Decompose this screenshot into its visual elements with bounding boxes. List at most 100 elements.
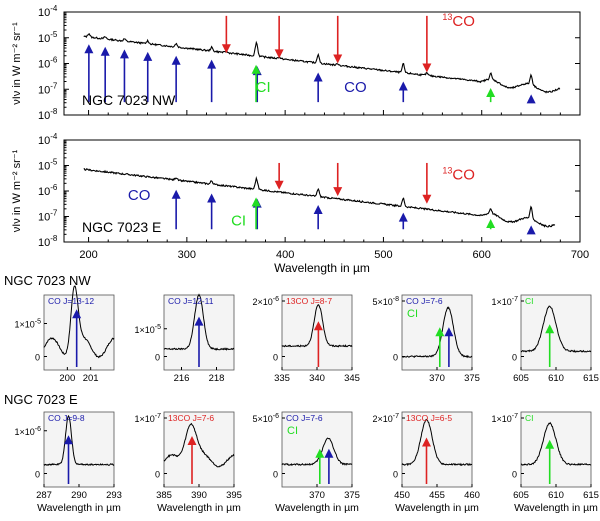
line-marker-co-0-head [171, 189, 181, 199]
zoom-marker-0-head [315, 448, 325, 458]
line-marker-co-9 [526, 94, 536, 104]
zoom-line-label: 13CO J=8-7 [286, 296, 332, 306]
line-marker-ci-10-head [251, 64, 261, 74]
zoom-marker-0 [194, 316, 204, 367]
zoom-y-tick-exponent: -7 [512, 296, 518, 303]
zoom-marker-0-head [194, 316, 204, 326]
zoom-frame [163, 411, 235, 488]
line-marker-co-1-head [100, 46, 110, 56]
line-marker-13co-14 [333, 15, 343, 64]
zoom-x-tick-label: 201 [83, 373, 99, 384]
zoom-y-tick-label: 5×10-8 [372, 296, 399, 307]
line-marker-co-2-head [119, 49, 129, 59]
y-tick-exponent: -6 [50, 56, 58, 65]
line-marker-co-8 [398, 81, 408, 103]
zoom-y-tick-exponent: -5 [155, 324, 161, 331]
line-marker-ci-7 [486, 219, 496, 230]
annotation-13co-main: CO [452, 167, 475, 184]
line-marker-13co-9 [333, 162, 343, 197]
line-marker-co-0 [84, 44, 94, 103]
zoom-x-axis-label: Wavelength in µm [157, 502, 241, 514]
zoom-y-tick-exponent: -8 [393, 296, 399, 303]
row-title: NGC 7023 NW [4, 273, 91, 288]
x-tick-label: 700 [571, 249, 589, 261]
zoom-x-tick-label: 293 [106, 490, 122, 501]
x-tick-label: 500 [374, 249, 392, 261]
y-tick-label: 10-7 [38, 209, 58, 224]
zoom-spectrum [281, 304, 353, 348]
zoom-y-tick-exponent: -6 [273, 296, 279, 303]
zoom-frame [43, 411, 115, 488]
zoom-y-tick-label: 1×10-7 [134, 413, 161, 424]
zoom-marker-0-head [545, 324, 555, 334]
zoom-marker-0 [545, 324, 555, 367]
y-axis-label: νIν in W m⁻² sr⁻¹ [11, 22, 23, 105]
line-marker-ci-7-head [486, 219, 496, 229]
line-marker-co-5 [207, 59, 217, 103]
y-tick-label: 10-8 [38, 234, 58, 249]
zoom-marker-0 [422, 437, 431, 484]
line-marker-ci-10 [251, 64, 261, 103]
zoom-extra-label: CI [287, 425, 298, 437]
zoom-x-tick-label: 290 [71, 490, 87, 501]
zoom-y-zero-label: 0 [512, 353, 517, 363]
zoom-line-label: 13CO J=7-6 [168, 413, 214, 423]
line-marker-co-3 [143, 51, 153, 103]
line-marker-13co-10-head [422, 194, 432, 204]
annotation-co: CO [128, 187, 151, 204]
zoom-marker-0 [545, 439, 555, 484]
x-axis-label: Wavelength in µm [274, 261, 370, 275]
line-marker-co-9-head [526, 94, 536, 104]
zoom-panel-0: CO J=13-12 1×10-5 0 200 201 [14, 285, 115, 384]
y-tick-exponent: -7 [50, 81, 58, 90]
x-tick-label: 300 [178, 249, 196, 261]
zoom-x-tick-label: 390 [191, 490, 207, 501]
zoom-marker-0 [435, 327, 445, 367]
zoom-x-tick-label: 605 [513, 490, 529, 501]
line-marker-co-3-head [143, 51, 153, 61]
line-marker-co-4 [171, 55, 181, 103]
y-tick-exponent: -5 [50, 30, 58, 39]
zoom-y-zero-label: 0 [273, 470, 278, 480]
zoom-x-tick-label: 335 [274, 373, 290, 384]
line-marker-13co-15 [422, 15, 432, 73]
zoom-x-tick-label: 615 [583, 490, 599, 501]
line-marker-13co-15-head [422, 63, 432, 73]
zoom-x-tick-label: 605 [513, 373, 529, 384]
zoom-marker-1-head [444, 327, 454, 337]
zoom-spectra-panels: NGC 7023 NW NGC 7023 E CO J=13-12 1×10-5 0 20… [4, 273, 599, 514]
line-marker-ci-11-head [486, 87, 496, 97]
y-tick-exponent: -5 [50, 158, 58, 167]
zoom-line-label: CO J=13-12 [48, 296, 94, 306]
line-marker-co-3-head [313, 205, 323, 215]
zoom-y-tick-exponent: -7 [512, 413, 518, 420]
x-tick-label: 400 [276, 249, 294, 261]
y-tick-label: 10-6 [38, 183, 58, 198]
line-marker-13co-13-head [274, 49, 284, 59]
panel-label: NGC 7023 E [82, 219, 161, 235]
zoom-line-label: CO J=7-6 [406, 296, 443, 306]
line-marker-co-1 [207, 193, 217, 230]
zoom-spectrum [401, 306, 473, 359]
zoom-y-zero-label: 0 [512, 470, 517, 480]
y-tick-exponent: -8 [50, 234, 58, 243]
x-tick-label: 200 [79, 249, 97, 261]
zoom-line-label: CO J=12-11 [168, 296, 214, 306]
zoom-x-tick-label: 610 [548, 490, 564, 501]
zoom-x-tick-label: 370 [309, 490, 325, 501]
annotation-13co: 13CO [442, 12, 475, 30]
zoom-line-label: CO J=7-6 [286, 413, 323, 423]
zoom-x-tick-label: 385 [156, 490, 172, 501]
zoom-y-tick-label: 1×10-7 [491, 413, 518, 424]
zoom-marker-0-head [187, 436, 197, 445]
zoom-x-tick-label: 370 [429, 373, 445, 384]
zoom-x-axis-label: Wavelength in µm [395, 502, 479, 514]
line-marker-co-0-head [84, 44, 94, 54]
y-tick-exponent: -8 [50, 107, 58, 116]
spectrum-line [83, 168, 556, 228]
annotation-ci: CI [256, 79, 271, 96]
panel-label: NGC 7023 NW [82, 92, 176, 108]
